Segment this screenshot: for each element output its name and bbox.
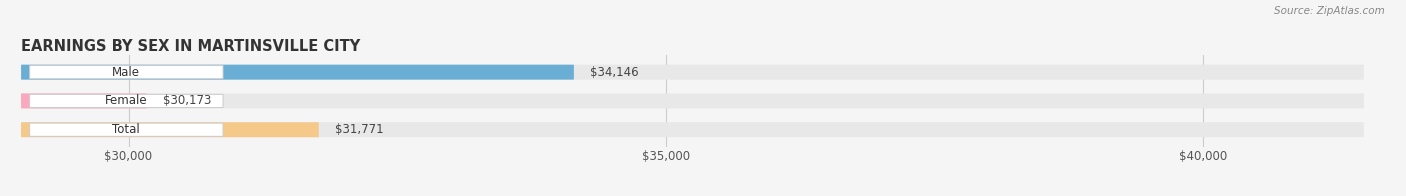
- FancyBboxPatch shape: [21, 93, 1364, 108]
- FancyBboxPatch shape: [21, 122, 319, 137]
- Text: Source: ZipAtlas.com: Source: ZipAtlas.com: [1274, 6, 1385, 16]
- FancyBboxPatch shape: [30, 66, 224, 79]
- FancyBboxPatch shape: [21, 93, 148, 108]
- FancyBboxPatch shape: [21, 122, 1364, 137]
- FancyBboxPatch shape: [30, 123, 224, 136]
- Text: Total: Total: [112, 123, 141, 136]
- Text: $30,173: $30,173: [163, 94, 211, 107]
- Text: Male: Male: [112, 66, 141, 79]
- Text: $31,771: $31,771: [335, 123, 384, 136]
- Text: Female: Female: [105, 94, 148, 107]
- FancyBboxPatch shape: [21, 65, 1364, 80]
- Text: $34,146: $34,146: [591, 66, 638, 79]
- FancyBboxPatch shape: [30, 94, 224, 108]
- Text: EARNINGS BY SEX IN MARTINSVILLE CITY: EARNINGS BY SEX IN MARTINSVILLE CITY: [21, 39, 360, 54]
- FancyBboxPatch shape: [21, 65, 574, 80]
